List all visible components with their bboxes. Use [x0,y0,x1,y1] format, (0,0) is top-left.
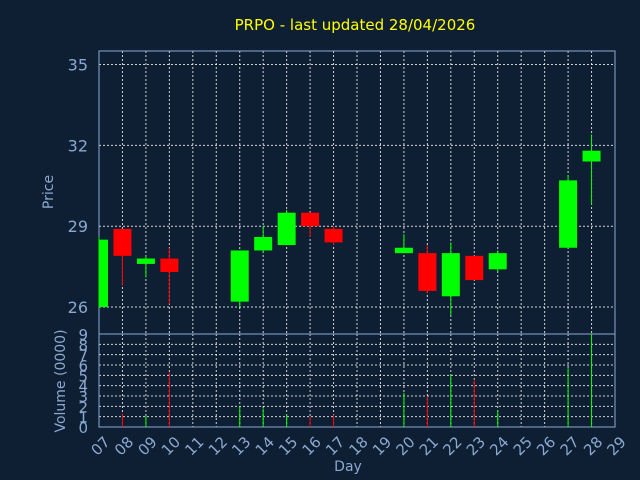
price-tick-label: 35 [68,55,88,74]
candle-body [324,228,343,243]
volume-panel: Volume (0000) [53,329,616,433]
volume-panel-frame [98,333,616,428]
candle-body [277,212,296,246]
volume-tick-label: 3 [78,388,88,406]
price-tick-label: 32 [68,136,88,155]
candle-body [394,247,413,254]
candle-body [465,255,484,281]
candle-body [582,150,601,162]
chart-title: PRPO - last updated 28/04/2026 [235,16,476,34]
price-axis-label: Price [41,175,57,209]
price-tick-label: 29 [68,217,88,236]
candle-body [99,239,108,308]
volume-tick-label: 7 [78,347,88,365]
volume-tick-label: 8 [78,336,88,354]
candle-body [418,253,437,291]
candle-body [254,236,273,251]
volume-axis-label: Volume (0000) [53,329,69,432]
volume-tick-label: 9 [78,326,88,344]
candle-body [230,250,249,302]
candle-body [441,253,460,297]
volume-tick-label: 1 [78,409,88,427]
volume-tick-label: 2 [78,398,88,416]
chart-marks [98,134,601,427]
candle-body [301,212,320,227]
price-tick-label: 26 [68,298,88,317]
candle-body [136,258,155,264]
x-axis-label: Day [334,459,362,475]
candle-body [488,253,507,270]
candle-body [113,228,132,256]
candle-body [160,258,179,273]
volume-tick-label: 0 [78,419,88,437]
volume-tick-label: 6 [78,357,88,375]
volume-tick-label: 4 [78,378,88,396]
volume-tick-label: 5 [78,367,88,385]
candle-body [559,180,578,248]
